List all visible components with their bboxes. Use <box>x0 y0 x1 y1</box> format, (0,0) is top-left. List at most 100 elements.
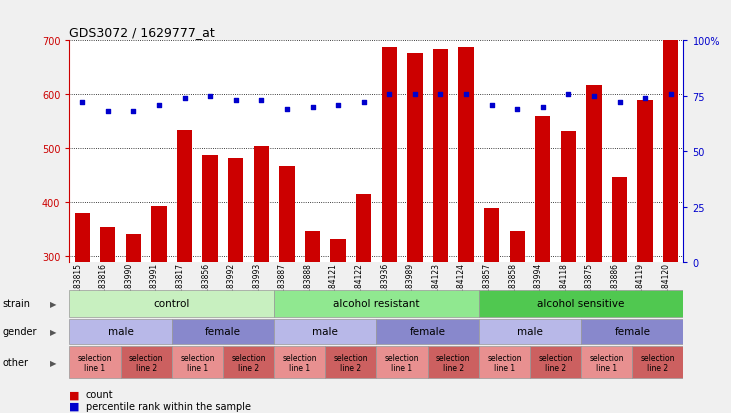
Text: GDS3072 / 1629777_at: GDS3072 / 1629777_at <box>69 26 215 39</box>
Point <box>614 100 626 107</box>
Text: gender: gender <box>2 326 37 337</box>
Bar <box>100 227 115 262</box>
Point <box>434 91 446 97</box>
Text: control: control <box>154 299 190 309</box>
Point <box>357 100 369 107</box>
Bar <box>274 290 479 317</box>
Point <box>178 95 190 102</box>
Bar <box>376 319 479 344</box>
Bar <box>69 319 172 344</box>
Text: female: female <box>614 326 651 337</box>
Bar <box>632 346 683 379</box>
Text: male: male <box>517 326 543 337</box>
Bar <box>484 209 499 262</box>
Text: strain: strain <box>2 299 30 309</box>
Text: selection
line 2: selection line 2 <box>640 353 675 372</box>
Text: count: count <box>86 389 113 399</box>
Bar <box>586 85 602 262</box>
Bar <box>376 346 428 379</box>
Bar <box>223 346 274 379</box>
Point <box>230 97 241 104</box>
Text: selection
line 2: selection line 2 <box>129 353 164 372</box>
Point <box>256 97 268 104</box>
Bar <box>663 41 678 262</box>
Text: alcohol sensitive: alcohol sensitive <box>537 299 625 309</box>
Bar <box>458 48 474 262</box>
Bar <box>479 319 581 344</box>
Point <box>639 95 651 102</box>
Bar <box>121 346 172 379</box>
Text: selection
line 2: selection line 2 <box>333 353 368 372</box>
Bar <box>172 346 223 379</box>
Bar <box>254 146 269 262</box>
Text: GSM183857: GSM183857 <box>482 262 491 308</box>
Text: GSM183817: GSM183817 <box>175 262 184 308</box>
Text: alcohol resistant: alcohol resistant <box>333 299 420 309</box>
Text: GSM184124: GSM184124 <box>457 262 466 308</box>
Text: GSM184121: GSM184121 <box>329 262 338 308</box>
Bar <box>274 319 376 344</box>
Text: GSM183887: GSM183887 <box>278 262 287 308</box>
Text: percentile rank within the sample: percentile rank within the sample <box>86 401 251 411</box>
Point <box>664 91 676 97</box>
Text: GSM183858: GSM183858 <box>508 262 517 308</box>
Text: ■: ■ <box>69 389 80 399</box>
Text: other: other <box>2 357 29 368</box>
Text: GSM184120: GSM184120 <box>662 262 670 308</box>
Bar <box>510 231 525 262</box>
Bar <box>202 156 218 262</box>
Text: GSM183888: GSM183888 <box>303 262 313 308</box>
Bar <box>330 239 346 262</box>
Point <box>563 91 575 97</box>
Point <box>77 100 88 107</box>
Bar <box>535 117 550 262</box>
Point <box>332 102 344 109</box>
Bar <box>382 48 397 262</box>
Point <box>154 102 165 109</box>
Bar <box>581 319 683 344</box>
Bar <box>530 346 581 379</box>
Bar <box>177 130 192 262</box>
Point <box>461 91 472 97</box>
Text: selection
line 2: selection line 2 <box>436 353 471 372</box>
Bar <box>479 290 683 317</box>
Text: male: male <box>312 326 338 337</box>
Bar <box>75 214 90 262</box>
Text: selection
line 1: selection line 1 <box>180 353 215 372</box>
Bar <box>279 167 295 262</box>
Text: female: female <box>205 326 241 337</box>
Point <box>383 91 395 97</box>
Point <box>281 107 292 113</box>
Text: GSM184122: GSM184122 <box>355 262 363 308</box>
Bar <box>228 158 243 262</box>
Bar <box>356 195 371 262</box>
Point <box>102 109 114 115</box>
Bar <box>69 346 121 379</box>
Bar <box>561 131 576 262</box>
Bar <box>479 346 530 379</box>
Bar <box>69 290 274 317</box>
Bar <box>637 101 653 262</box>
Text: GSM184123: GSM184123 <box>431 262 440 308</box>
Text: selection
line 1: selection line 1 <box>282 353 317 372</box>
Point <box>485 102 497 109</box>
Text: GSM183989: GSM183989 <box>406 262 415 308</box>
Text: selection
line 1: selection line 1 <box>77 353 113 372</box>
Text: ▶: ▶ <box>50 358 56 367</box>
Point <box>409 91 421 97</box>
Bar <box>433 50 448 262</box>
Point <box>537 104 548 111</box>
Bar <box>612 178 627 262</box>
Bar <box>274 346 325 379</box>
Bar <box>428 346 479 379</box>
Text: GSM183991: GSM183991 <box>150 262 159 308</box>
Text: GSM183993: GSM183993 <box>252 262 262 309</box>
Bar <box>407 54 423 262</box>
Text: male: male <box>107 326 134 337</box>
Bar <box>151 207 167 262</box>
Bar <box>172 319 274 344</box>
Point <box>588 93 599 100</box>
Text: GSM183856: GSM183856 <box>201 262 211 308</box>
Text: female: female <box>409 326 446 337</box>
Bar <box>581 346 632 379</box>
